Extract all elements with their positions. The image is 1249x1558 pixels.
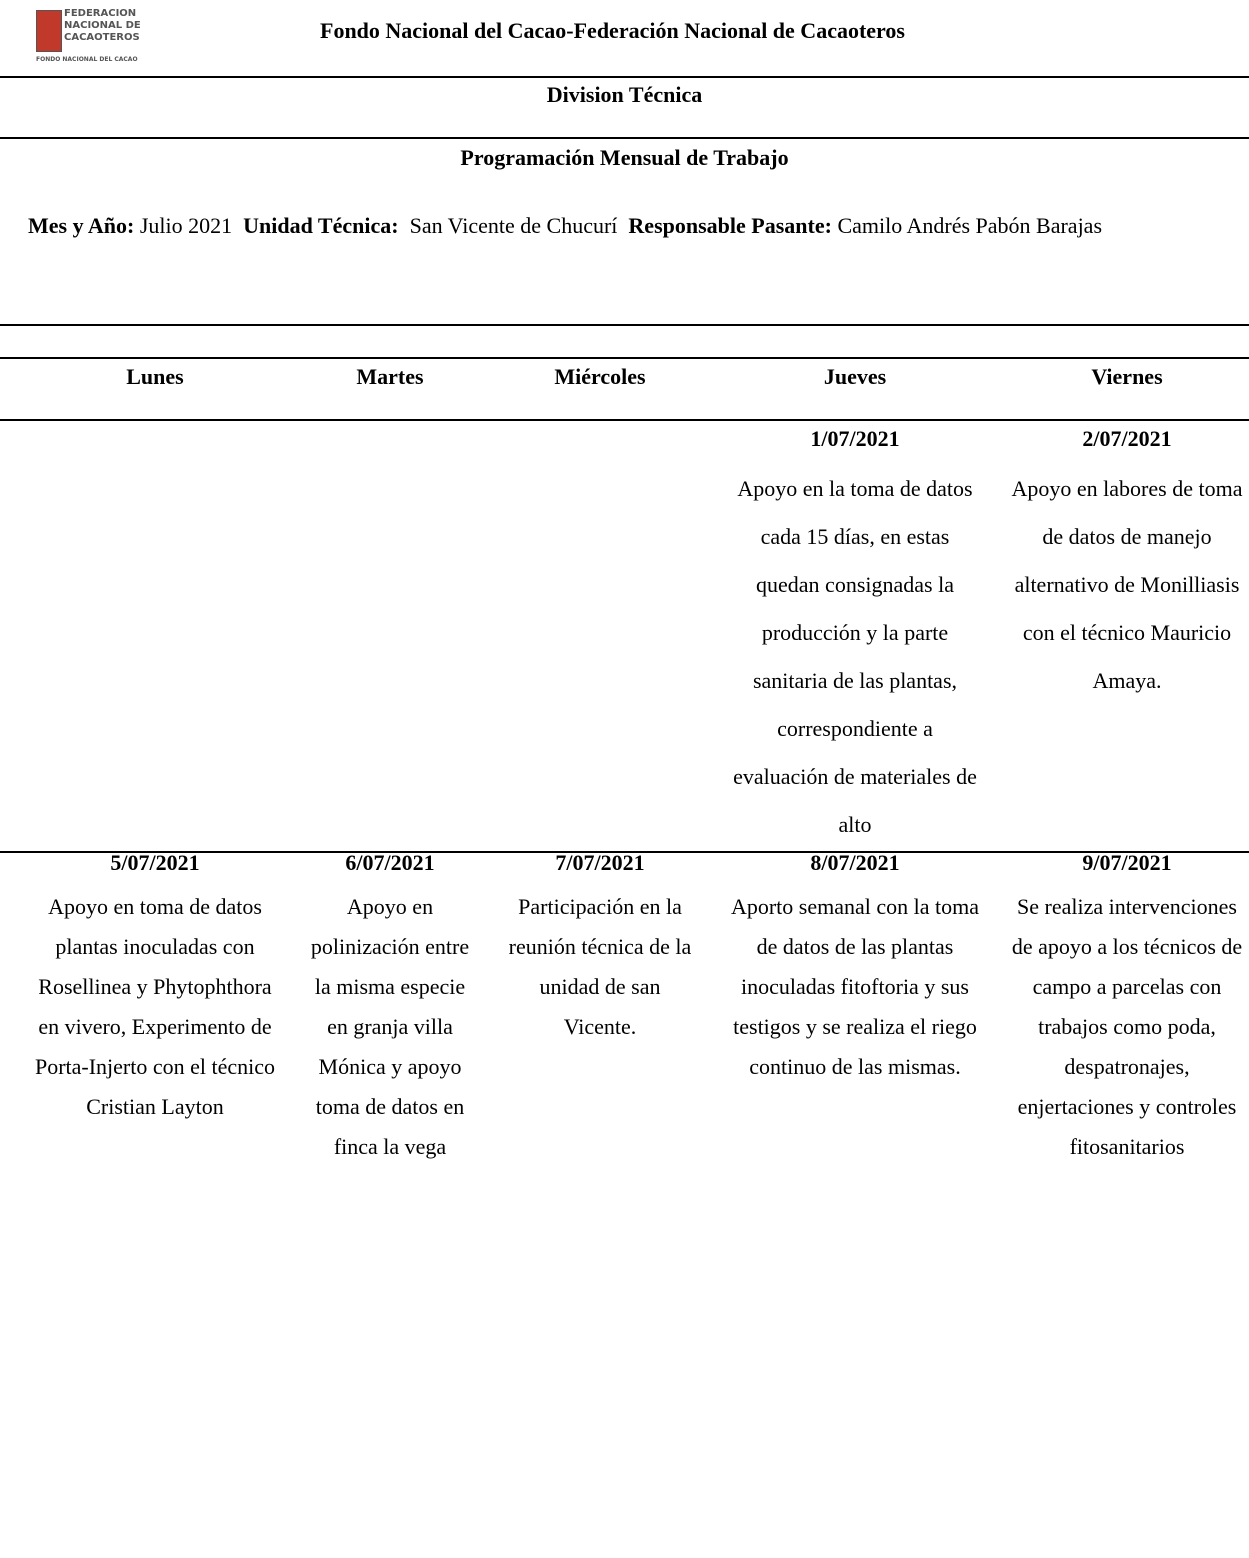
logo-text: NACIONAL DE bbox=[64, 20, 141, 31]
cell-date: 5/07/2021 bbox=[110, 850, 200, 875]
cell-text: Aporto semanal con la toma de datos de l… bbox=[730, 894, 980, 1079]
rule bbox=[0, 324, 1249, 326]
cell-date: 9/07/2021 bbox=[1082, 850, 1172, 875]
cell-text: Apoyo en labores de toma de datos de man… bbox=[1011, 476, 1243, 693]
label: Unidad Técnica: bbox=[243, 213, 399, 238]
rule bbox=[0, 419, 1249, 421]
column-header: Lunes bbox=[126, 364, 184, 389]
logo-text: FEDERACION bbox=[64, 8, 137, 19]
cell-date: 2/07/2021 bbox=[1082, 426, 1172, 451]
cell: 1/07/2021 Apoyo en la toma de datos cada … bbox=[728, 425, 983, 849]
column-header: Jueves bbox=[823, 364, 887, 389]
cell-text: Apoyo en polinización entre la misma esp… bbox=[310, 894, 470, 1159]
cell-text: Se realiza intervenciones de apoyo a los… bbox=[1011, 894, 1243, 1159]
label: Responsable Pasante: bbox=[628, 213, 832, 238]
rule bbox=[0, 137, 1249, 139]
rule bbox=[0, 357, 1249, 359]
cell: 9/07/2021 Se realiza intervenciones de ap… bbox=[1007, 849, 1247, 1167]
program: Programación Mensual de Trabajo bbox=[460, 145, 789, 170]
cell-text: Participación en la reunión técnica de l… bbox=[508, 894, 692, 1039]
rule bbox=[0, 76, 1249, 78]
cell: 7/07/2021 Participación en la reunión téc… bbox=[501, 849, 699, 1047]
division: Division Técnica bbox=[546, 82, 703, 107]
title: Fondo Nacional del Cacao-Federación Naci… bbox=[320, 18, 905, 43]
cell-date: 8/07/2021 bbox=[810, 850, 900, 875]
logo-text: FONDO NACIONAL DEL CACAO bbox=[36, 56, 138, 63]
cell: 8/07/2021 Aporto semanal con la toma de d… bbox=[726, 849, 984, 1087]
cell-date: 7/07/2021 bbox=[555, 850, 645, 875]
logo-icon bbox=[36, 10, 62, 52]
value: Julio 2021 bbox=[139, 213, 233, 238]
cell-date: 1/07/2021 bbox=[810, 426, 900, 451]
column-header: Viernes bbox=[1091, 364, 1163, 389]
cell-text: Apoyo en toma de datos plantas inoculada… bbox=[34, 894, 276, 1119]
value: Camilo Andrés Pabón Barajas bbox=[837, 213, 1103, 238]
logo-text: CACAOTEROS bbox=[64, 32, 140, 43]
value: San Vicente de Chucurí bbox=[409, 213, 618, 238]
info: Mes y Año: Julio 2021 Unidad Técnica: Sa… bbox=[28, 198, 1249, 254]
rule bbox=[0, 851, 1249, 853]
cell: 5/07/2021 Apoyo en toma de datos plantas … bbox=[30, 849, 280, 1127]
cell: 2/07/2021 Apoyo en labores de toma de dat… bbox=[1007, 425, 1247, 705]
label: Mes y Año: bbox=[28, 213, 135, 238]
column-header: Miércoles bbox=[554, 364, 646, 389]
logo: FEDERACION NACIONAL DE CACAOTEROS FONDO … bbox=[36, 8, 172, 70]
cell-date: 6/07/2021 bbox=[345, 850, 435, 875]
column-header: Martes bbox=[356, 364, 424, 389]
cell: 6/07/2021 Apoyo en polinización entre la … bbox=[308, 849, 473, 1167]
cell-text: Apoyo en la toma de datos cada 15 días, … bbox=[733, 476, 977, 837]
